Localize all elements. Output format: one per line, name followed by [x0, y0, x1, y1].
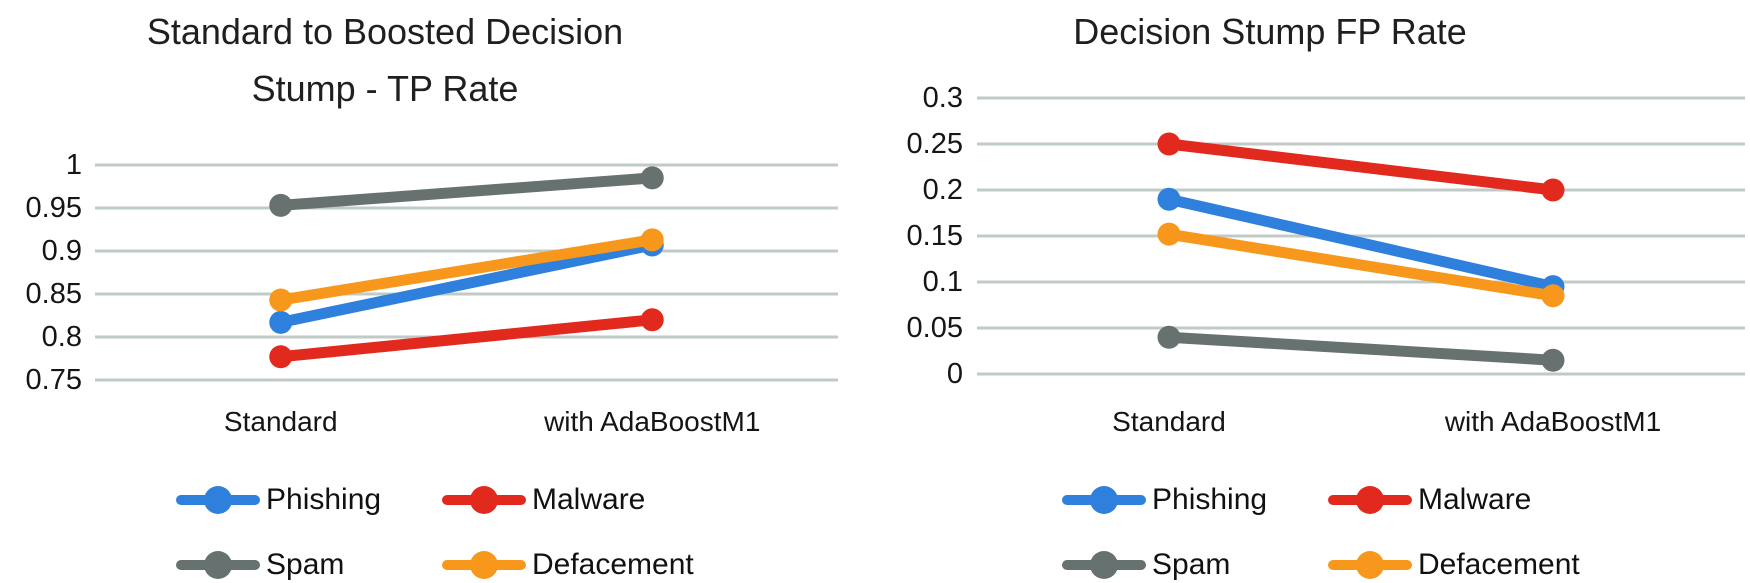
legend-item-defacement: Defacement — [1328, 548, 1580, 581]
series-line-defacement — [1163, 228, 1559, 302]
chart-canvas — [95, 163, 838, 382]
legend-dot-icon — [1090, 486, 1118, 514]
y-axis-tick-label: 0.15 — [906, 220, 963, 252]
y-axis-tick-label: 0.2 — [922, 174, 963, 206]
series-line-malware — [275, 314, 658, 363]
legend-label: Phishing — [266, 483, 382, 516]
legend-dot-icon — [204, 551, 232, 579]
data-point-malware-standard — [269, 345, 293, 369]
legend-item-spam: Spam — [1062, 548, 1328, 581]
data-point-spam-standard — [1157, 325, 1181, 349]
legend-item-spam: Spam — [176, 548, 442, 581]
legend-label: Spam — [1152, 548, 1231, 581]
legend-label: Defacement — [532, 548, 694, 581]
chart-title-line: Decision Stump FP Rate — [1073, 11, 1467, 52]
y-axis-tick-label: 0 — [946, 358, 963, 390]
series-line-phishing — [1163, 193, 1559, 293]
legend-dot-icon — [204, 486, 232, 514]
tp-rate-chart: Standard to Boosted Decision Stump - TP R… — [25, 3, 838, 581]
y-axis-tick-label: 0.8 — [41, 321, 82, 353]
chart-title-line: Stump - TP Rate — [251, 68, 519, 109]
chart-legend: Phishing Malware Spam Defacement — [1062, 483, 1580, 581]
data-point-spam-standard — [269, 193, 293, 217]
legend-marker-malware-icon — [1328, 484, 1412, 516]
data-point-spam-with-adaboostm1 — [1541, 348, 1565, 372]
legend-marker-spam-icon — [1062, 549, 1146, 581]
data-point-defacement-standard — [269, 288, 293, 312]
y-axis-tick-label: 0.25 — [906, 128, 963, 160]
series-line-malware — [1163, 138, 1559, 196]
data-point-phishing-standard — [1157, 187, 1181, 211]
y-axis-tick-label: 0.3 — [922, 82, 963, 114]
legend-label: Spam — [266, 548, 345, 581]
legend-label: Phishing — [1152, 483, 1268, 516]
y-axis-tick-label: 0.9 — [41, 235, 82, 267]
legend-item-malware: Malware — [1328, 483, 1580, 516]
legend-marker-defacement-icon — [442, 549, 526, 581]
x-axis-label-standard: Standard — [1112, 406, 1226, 437]
data-point-phishing-standard — [269, 310, 293, 334]
y-axis-tick-label: 0.95 — [25, 192, 82, 224]
x-axis-label-with-adaboostm1: with AdaBoostM1 — [1444, 406, 1662, 437]
chart-title: Standard to Boosted Decision Stump - TP R… — [147, 3, 623, 117]
chart-canvas — [977, 96, 1745, 376]
legend-marker-phishing-icon — [1062, 484, 1146, 516]
legend-marker-phishing-icon — [176, 484, 260, 516]
data-point-malware-with-adaboostm1 — [1541, 178, 1565, 202]
data-point-malware-with-adaboostm1 — [640, 308, 664, 332]
legend-label: Defacement — [1418, 548, 1580, 581]
legend-item-phishing: Phishing — [176, 483, 442, 516]
y-axis-tick-label: 1 — [65, 149, 82, 181]
series-line-spam — [1163, 331, 1559, 366]
fp-rate-chart: Decision Stump FP Rate 0.3 0.25 0.2 0.15 0.1 0… — [875, 0, 1750, 583]
data-point-spam-with-adaboostm1 — [640, 166, 664, 190]
legend-label: Malware — [1418, 483, 1532, 516]
data-point-defacement-standard — [1157, 222, 1181, 246]
data-point-defacement-with-adaboostm1 — [1541, 284, 1565, 308]
y-axis-tick-label: 0.85 — [25, 278, 82, 310]
series-line-spam — [275, 172, 658, 211]
chart-legend: Phishing Malware Spam Defacement — [176, 483, 694, 581]
chart-title-line: Standard to Boosted Decision — [146, 11, 624, 52]
legend-dot-icon — [1356, 551, 1384, 579]
chart-title: Decision Stump FP Rate — [1073, 3, 1467, 60]
y-axis-tick-label: 0.05 — [906, 312, 963, 344]
legend-marker-malware-icon — [442, 484, 526, 516]
legend-dot-icon — [1090, 551, 1118, 579]
legend-item-malware: Malware — [442, 483, 694, 516]
series-line-phishing — [275, 239, 658, 328]
legend-dot-icon — [1356, 486, 1384, 514]
data-point-defacement-with-adaboostm1 — [640, 228, 664, 252]
x-axis-label-standard: Standard — [223, 406, 338, 437]
legend-item-defacement: Defacement — [442, 548, 694, 581]
y-axis-tick-label: 0.1 — [922, 266, 963, 298]
data-point-malware-standard — [1157, 132, 1181, 156]
legend-marker-defacement-icon — [1328, 549, 1412, 581]
legend-label: Malware — [532, 483, 646, 516]
legend-marker-spam-icon — [176, 549, 260, 581]
y-axis-tick-label: 0.75 — [25, 364, 82, 396]
legend-dot-icon — [470, 486, 498, 514]
legend-item-phishing: Phishing — [1062, 483, 1328, 516]
series-line-defacement — [275, 234, 658, 306]
x-axis-label-with-adaboostm1: with AdaBoostM1 — [544, 406, 761, 437]
legend-dot-icon — [470, 551, 498, 579]
